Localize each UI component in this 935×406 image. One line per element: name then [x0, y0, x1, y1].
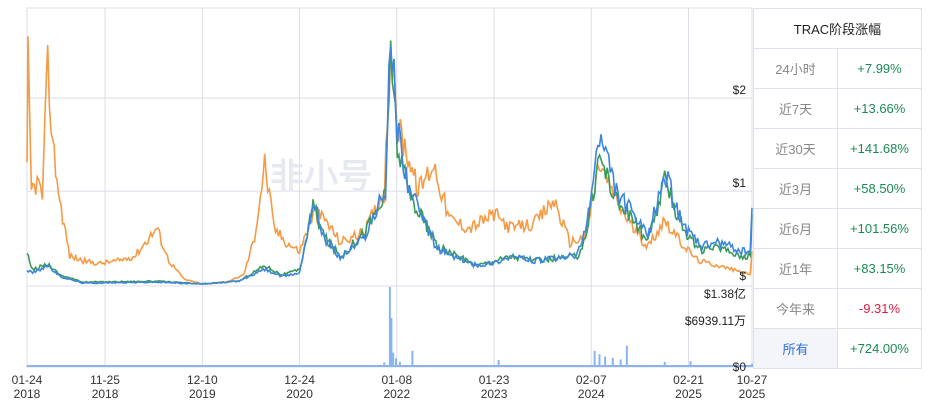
x-tick-label: 11-25	[90, 373, 120, 387]
volume-bar	[663, 361, 666, 367]
table-row: 近7天 +13.66%	[753, 88, 922, 129]
period-change-value: +7.99%	[837, 48, 922, 89]
period-tab[interactable]: 近30天	[753, 128, 838, 169]
volume-tick-label: $6939.11万	[685, 314, 746, 328]
x-tick-year: 2025	[675, 387, 702, 401]
period-change-value: -9.31%	[837, 288, 922, 329]
table-row: 近30天 +141.68%	[753, 128, 922, 169]
period-change-value: +101.56%	[837, 208, 922, 249]
x-tick-year: 2022	[383, 387, 410, 401]
volume-bar	[611, 357, 614, 367]
volume-bar	[395, 358, 398, 367]
volume-bar	[598, 354, 601, 367]
volume-bar	[390, 318, 393, 367]
volume-bar	[497, 360, 500, 367]
x-tick-year: 2018	[14, 387, 41, 401]
x-tick-year: 2024	[578, 387, 605, 401]
x-tick-label: 10-27	[737, 373, 768, 387]
volume-bar	[383, 362, 386, 367]
volume-bar	[388, 287, 391, 367]
volume-bar	[593, 350, 596, 367]
x-tick-year: 2020	[286, 387, 313, 401]
period-change-value: +141.68%	[837, 128, 922, 169]
period-change-value: +83.15%	[837, 248, 922, 289]
table-row: 24小时 +7.99%	[753, 48, 922, 89]
volume-bar	[625, 345, 628, 367]
x-tick-label: 01-23	[479, 373, 510, 387]
period-change-value: +58.50%	[837, 168, 922, 209]
x-tick-year: 2023	[481, 387, 508, 401]
x-tick-year: 2025	[739, 387, 766, 401]
volume-bar	[689, 361, 692, 367]
period-tab[interactable]: 近6月	[753, 208, 838, 249]
watermark-logo: 非小号	[270, 158, 372, 196]
period-tab[interactable]: 今年来	[753, 288, 838, 329]
table-row: 所有 +724.00%	[753, 328, 922, 369]
period-tab[interactable]: 近1年	[753, 248, 838, 289]
period-change-value: +13.66%	[837, 88, 922, 129]
x-tick-year: 2019	[189, 387, 216, 401]
x-tick-label: 01-24	[12, 373, 43, 387]
period-tab[interactable]: 24小时	[753, 48, 838, 89]
volume-tick-label: $1.38亿	[704, 286, 746, 301]
price-line-blue	[26, 45, 753, 285]
volume-bar	[604, 356, 607, 367]
price-tick-label: $	[739, 269, 746, 283]
table-row: 今年来 -9.31%	[753, 288, 922, 329]
x-tick-label: 01-08	[381, 373, 412, 387]
x-tick-label: 12-24	[284, 373, 315, 387]
volume-bar	[619, 359, 622, 367]
x-tick-year: 2018	[92, 387, 119, 401]
volume-bar	[392, 352, 395, 367]
volume-bar	[398, 361, 401, 367]
period-tab[interactable]: 近7天	[753, 88, 838, 129]
table-title: TRAC阶段涨幅	[753, 8, 922, 49]
period-tab[interactable]: 所有	[753, 328, 838, 369]
price-tick-label: $2	[733, 83, 747, 97]
period-change-table: TRAC阶段涨幅 24小时 +7.99% 近7天 +13.66% 近30天 +141.68…	[753, 8, 922, 369]
period-tab[interactable]: 近3月	[753, 168, 838, 209]
x-tick-label: 02-07	[576, 373, 607, 387]
price-tick-label: $1	[733, 176, 747, 190]
table-row: 近6月 +101.56%	[753, 208, 922, 249]
table-row: 近1年 +83.15%	[753, 248, 922, 289]
volume-bar	[411, 350, 414, 367]
volume-tick-label: $0	[733, 360, 747, 374]
x-tick-label: 02-21	[673, 373, 704, 387]
period-change-value: +724.00%	[837, 328, 922, 369]
x-tick-label: 12-10	[187, 373, 218, 387]
price-line-green	[26, 40, 753, 285]
table-row: 近3月 +58.50%	[753, 168, 922, 209]
